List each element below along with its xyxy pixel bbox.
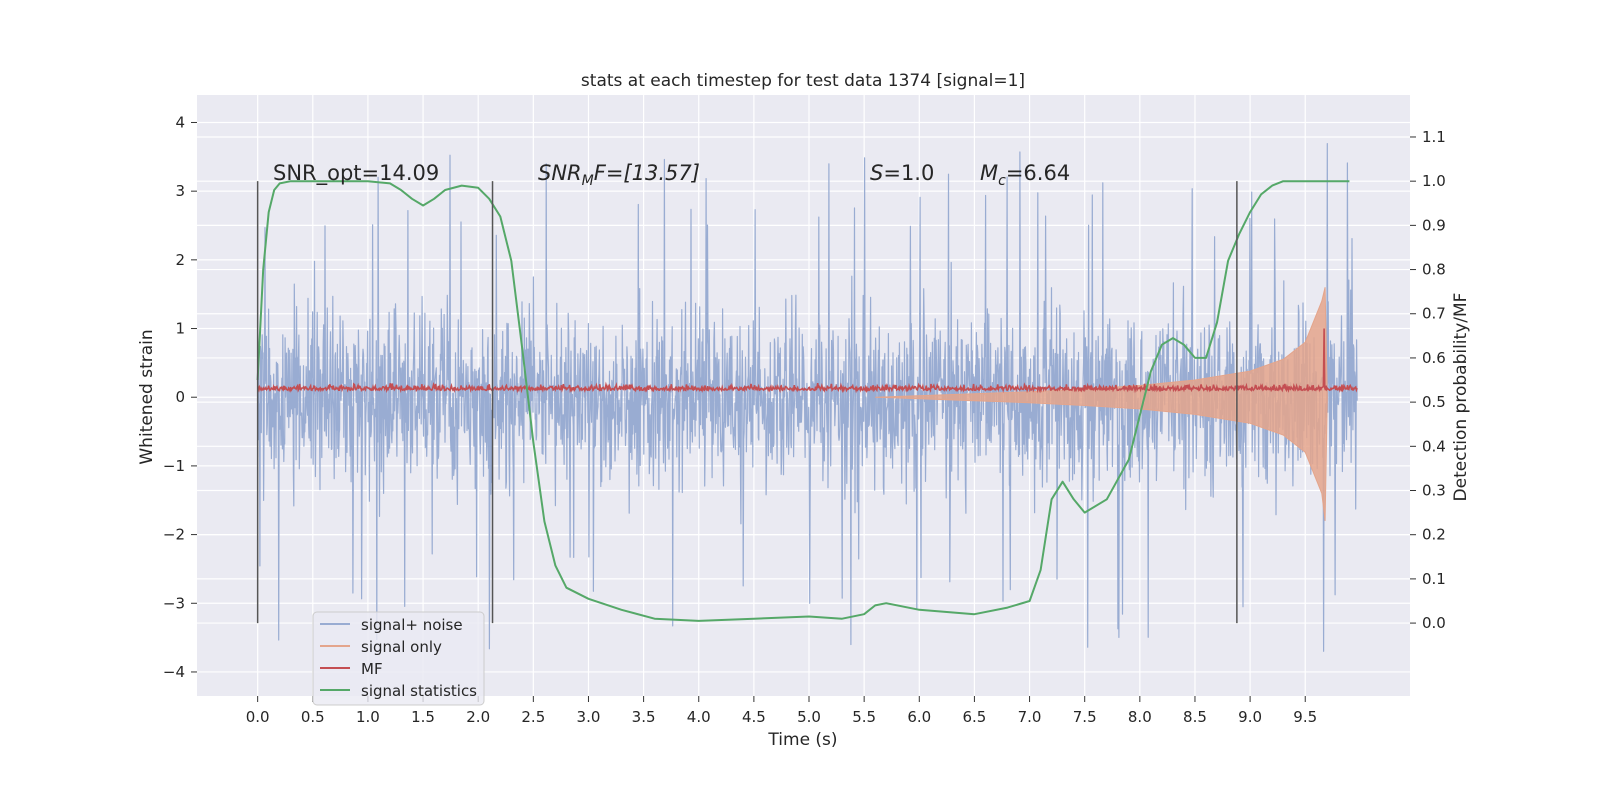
y2-tick-label: 0.9 xyxy=(1422,216,1446,234)
y2-tick-label: 0.1 xyxy=(1422,570,1446,588)
x-tick-label: 1.5 xyxy=(411,708,435,726)
y-tick-label: −2 xyxy=(163,526,185,544)
y-tick-label: 1 xyxy=(175,320,185,338)
x-axis-label: Time (s) xyxy=(767,730,837,750)
legend-item-signal-noise: signal+ noise xyxy=(361,616,463,634)
legend-item-mf: MF xyxy=(361,660,383,678)
legend-box xyxy=(312,611,485,706)
x-tick-label: 3.5 xyxy=(632,708,656,726)
y-tick-label: 4 xyxy=(175,113,185,131)
y2-tick-label: 0.0 xyxy=(1422,614,1446,632)
y-tick-label: −1 xyxy=(163,457,185,475)
snr-mf-value: F=[13.57] xyxy=(594,161,700,185)
y-tick-label: 0 xyxy=(175,388,185,406)
y2-tick-label: 0.6 xyxy=(1422,349,1446,367)
signal-only-envelope xyxy=(875,287,1328,521)
x-tick-label: 8.5 xyxy=(1183,708,1207,726)
x-tick-label: 6.0 xyxy=(907,708,931,726)
snr-mf-symbol: SNR xyxy=(538,161,582,185)
mc-symbol: M xyxy=(980,161,998,185)
y2-tick-label: 0.8 xyxy=(1422,261,1446,279)
x-tick-label: 2.0 xyxy=(466,708,490,726)
legend-item-signal-statistics: signal statistics xyxy=(361,682,477,700)
y2-tick-label: 1.1 xyxy=(1422,128,1446,146)
y2-axis-label: Detection probability/MF xyxy=(1451,293,1471,502)
x-tick-label: 4.5 xyxy=(742,708,766,726)
signal-statistics-series xyxy=(256,180,1350,622)
y2-tick-label: 0.3 xyxy=(1422,482,1446,500)
mc-value: =6.64 xyxy=(1006,161,1070,185)
y-tick-label: −4 xyxy=(163,663,185,681)
mf-line xyxy=(256,328,1358,394)
legend-item-signal-only: signal only xyxy=(361,638,442,656)
x-tick-label: 5.0 xyxy=(797,708,821,726)
signal-only-series xyxy=(875,287,1328,521)
x-tick-label: 6.5 xyxy=(962,708,986,726)
y2-tick-label: 0.7 xyxy=(1422,305,1446,323)
chart-title: stats at each timestep for test data 137… xyxy=(581,71,1025,91)
x-tick-label: 0.5 xyxy=(301,708,325,726)
y2-tick-label: 0.2 xyxy=(1422,526,1446,544)
x-tick-label: 7.5 xyxy=(1073,708,1097,726)
x-tick-label: 2.5 xyxy=(521,708,545,726)
y2-axis-ticks: 1.1 1.0 0.9 0.8 0.7 0.6 0.5 0.4 0.3 0.2 0.1 0.0 xyxy=(1410,128,1446,632)
y2-tick-label: 0.4 xyxy=(1422,437,1446,455)
x-tick-label: 5.5 xyxy=(852,708,876,726)
legend: signal+ noise signal only MF signal stat… xyxy=(312,611,485,706)
signal-noise-line xyxy=(257,143,1358,652)
snr-mf-subscript: M xyxy=(582,173,594,189)
y2-tick-label: 1.0 xyxy=(1422,172,1446,190)
x-tick-label: 9.0 xyxy=(1238,708,1262,726)
annotation-s: S=1.0 xyxy=(870,161,934,185)
annotation-mc: Mc=6.64 xyxy=(980,161,1070,189)
y-axis-ticks: 4 3 2 1 0 −1 −2 −3 −4 xyxy=(163,113,197,681)
y-axis-label: Whitened strain xyxy=(137,329,157,464)
x-tick-label: 7.0 xyxy=(1018,708,1042,726)
s-value: =1.0 xyxy=(883,161,934,185)
x-tick-label: 1.0 xyxy=(356,708,380,726)
x-tick-label: 8.0 xyxy=(1128,708,1152,726)
vertical-markers xyxy=(256,181,1238,624)
mc-subscript: c xyxy=(998,173,1006,189)
y-tick-label: 2 xyxy=(175,251,185,269)
mf-series xyxy=(256,328,1358,394)
annotation-snr-opt: SNR_opt=14.09 xyxy=(273,161,439,186)
x-axis-ticks: 0.0 0.5 1.0 1.5 2.0 2.5 3.0 3.5 4.0 4.5 5.0 5.5 6.0 6… xyxy=(246,696,1317,726)
y-tick-label: −3 xyxy=(163,594,185,612)
x-tick-label: 9.5 xyxy=(1293,708,1317,726)
y-tick-label: 3 xyxy=(175,182,185,200)
y2-tick-label: 0.5 xyxy=(1422,393,1446,411)
x-tick-label: 4.0 xyxy=(687,708,711,726)
signal-noise-series xyxy=(257,143,1358,652)
x-tick-label: 3.0 xyxy=(577,708,601,726)
signal-statistics-line xyxy=(256,180,1350,622)
x-tick-label: 0.0 xyxy=(246,708,270,726)
s-symbol: S xyxy=(870,161,883,185)
annotation-snr-mf: SNRMF=[13.57] xyxy=(538,161,700,189)
